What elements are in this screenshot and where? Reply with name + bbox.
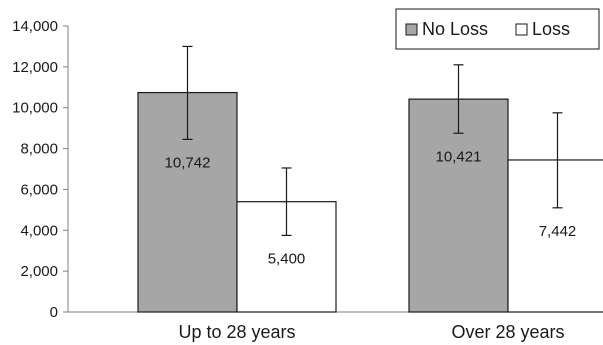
y-tick-label: 10,000: [12, 100, 58, 117]
y-tick-label: 0: [50, 304, 58, 321]
data-label: 5,400: [268, 250, 306, 267]
y-tick-label: 2,000: [20, 263, 58, 280]
legend: No Loss Loss: [395, 8, 600, 50]
y-tick-label: 6,000: [20, 181, 58, 198]
x-category-label: Over 28 years: [451, 322, 564, 342]
legend-label: No Loss: [422, 19, 488, 39]
bar-no-loss: [408, 98, 509, 313]
x-category-label: Up to 28 years: [178, 322, 295, 342]
y-tick-label: 14,000: [12, 18, 58, 35]
data-label: 7,442: [539, 223, 577, 240]
y-tick-label: 4,000: [20, 222, 58, 239]
legend-box: [395, 8, 600, 50]
y-tick-label: 12,000: [12, 59, 58, 76]
y-axis: 0 2,000 4,000 6,000 8,000 10,000 12,000 14,000: [12, 18, 603, 321]
legend-swatch: [405, 23, 418, 36]
legend-label: Loss: [532, 19, 570, 39]
error-bars: [182, 45, 563, 236]
bar-loss: [507, 159, 603, 313]
data-label: 10,421: [436, 148, 482, 165]
data-labels: 10,742 5,400 10,421 7,442: [165, 148, 577, 267]
y-tick-label: 8,000: [20, 141, 58, 158]
bars: [137, 91, 603, 313]
legend-swatch: [515, 23, 528, 36]
data-label: 10,742: [165, 154, 211, 171]
x-axis-labels: Up to 28 years Over 28 years: [178, 322, 564, 342]
